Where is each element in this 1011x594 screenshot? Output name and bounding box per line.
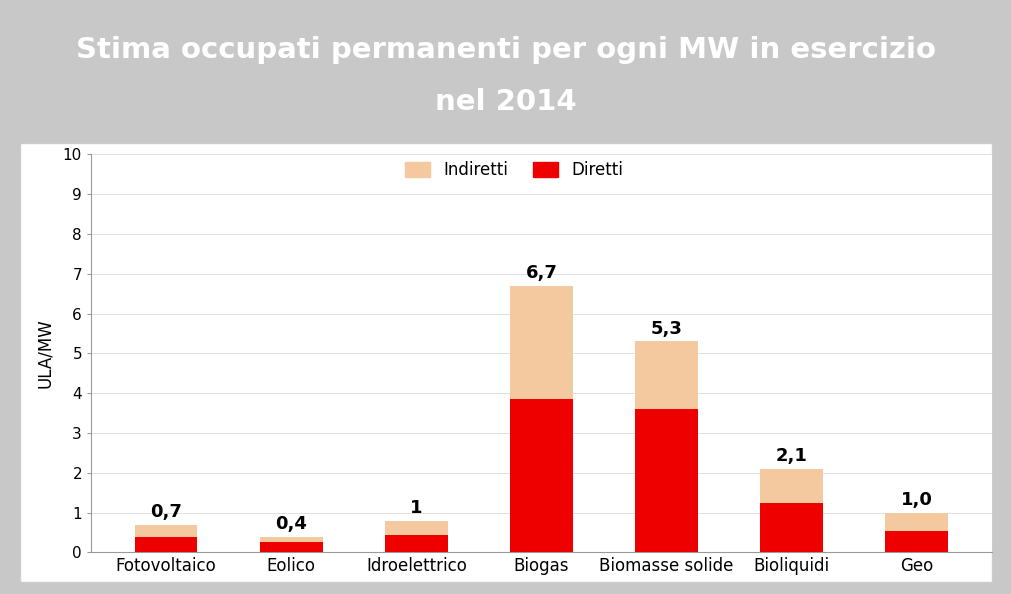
Bar: [384, 520, 447, 535]
Text: 2,1: 2,1: [774, 447, 807, 465]
Text: nel 2014: nel 2014: [435, 88, 576, 116]
Text: 1,0: 1,0: [900, 491, 932, 508]
Bar: [134, 525, 197, 536]
Text: 0,7: 0,7: [150, 503, 182, 520]
Text: 0,4: 0,4: [275, 514, 307, 532]
Bar: [510, 399, 572, 552]
Bar: [635, 342, 698, 409]
Text: 5,3: 5,3: [650, 320, 681, 337]
Bar: [885, 513, 947, 530]
Text: 1: 1: [409, 498, 423, 517]
Y-axis label: ULA/MW: ULA/MW: [36, 318, 55, 388]
Bar: [134, 536, 197, 552]
Bar: [260, 536, 323, 542]
Bar: [384, 535, 447, 552]
Bar: [759, 503, 822, 552]
Text: Stima occupati permanenti per ogni MW in esercizio: Stima occupati permanenti per ogni MW in…: [76, 36, 935, 64]
Text: 6,7: 6,7: [525, 264, 557, 282]
Legend: Indiretti, Diretti: Indiretti, Diretti: [398, 155, 630, 186]
Bar: [510, 286, 572, 399]
Bar: [759, 469, 822, 503]
Bar: [635, 409, 698, 552]
Bar: [885, 530, 947, 552]
Bar: [260, 542, 323, 552]
